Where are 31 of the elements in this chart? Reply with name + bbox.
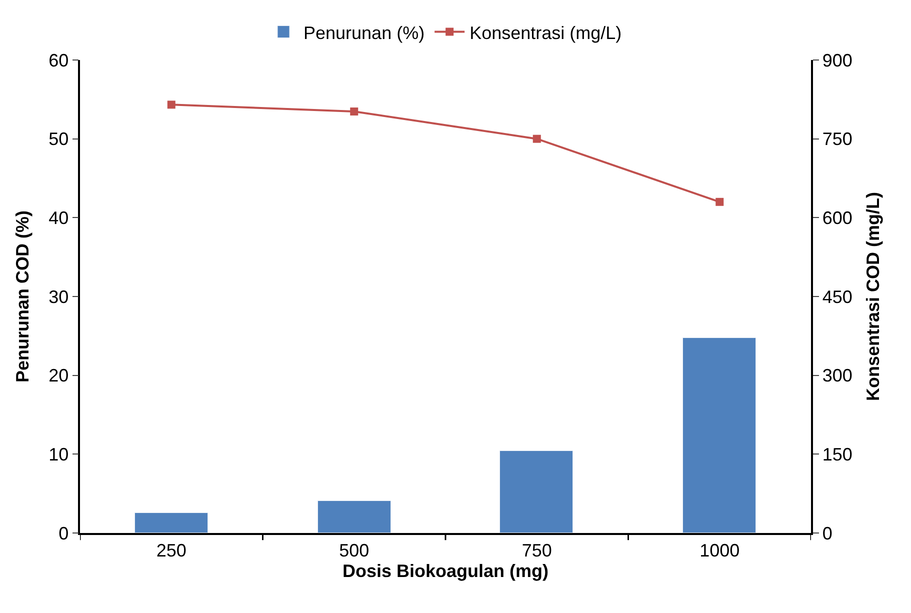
legend-label: Konsentrasi (mg/L) xyxy=(470,22,622,43)
point xyxy=(350,108,358,116)
y2-axis-title: Konsentrasi COD (mg/L) xyxy=(862,192,883,402)
y-tick-label: 50 xyxy=(48,129,69,150)
y2-tick-label: 600 xyxy=(822,208,852,228)
y2-tick-label: 0 xyxy=(822,523,832,544)
legend-label: Penurunan (%) xyxy=(304,22,425,43)
y2-tick-label: 900 xyxy=(822,50,852,70)
y2-tick-label: 750 xyxy=(822,129,852,150)
y2-tick-label: 150 xyxy=(822,444,852,464)
x-tick-label: 750 xyxy=(522,540,552,560)
y-tick-label: 0 xyxy=(58,523,69,544)
x-tick-label: 1000 xyxy=(700,540,740,560)
x-tick-label: 500 xyxy=(339,540,370,560)
point xyxy=(532,134,541,143)
y-tick-label: 30 xyxy=(48,286,69,307)
y-tick-label: 60 xyxy=(48,50,69,70)
y-tick-label: 40 xyxy=(48,208,69,228)
y2-tick-label: 450 xyxy=(822,286,852,307)
y-tick-label: 20 xyxy=(48,366,69,386)
bar xyxy=(318,500,391,533)
point xyxy=(716,198,724,206)
bar xyxy=(682,338,756,533)
bar xyxy=(134,512,208,533)
x-axis-title: Dosis Biokoagulan (mg) xyxy=(342,560,549,581)
y-axis-title: Penurunan COD (%) xyxy=(12,210,32,383)
y2-tick-label: 300 xyxy=(822,366,852,386)
y-tick-label: 10 xyxy=(48,444,69,464)
bar xyxy=(500,450,573,533)
x-tick-label: 250 xyxy=(156,540,186,560)
point xyxy=(167,100,176,109)
